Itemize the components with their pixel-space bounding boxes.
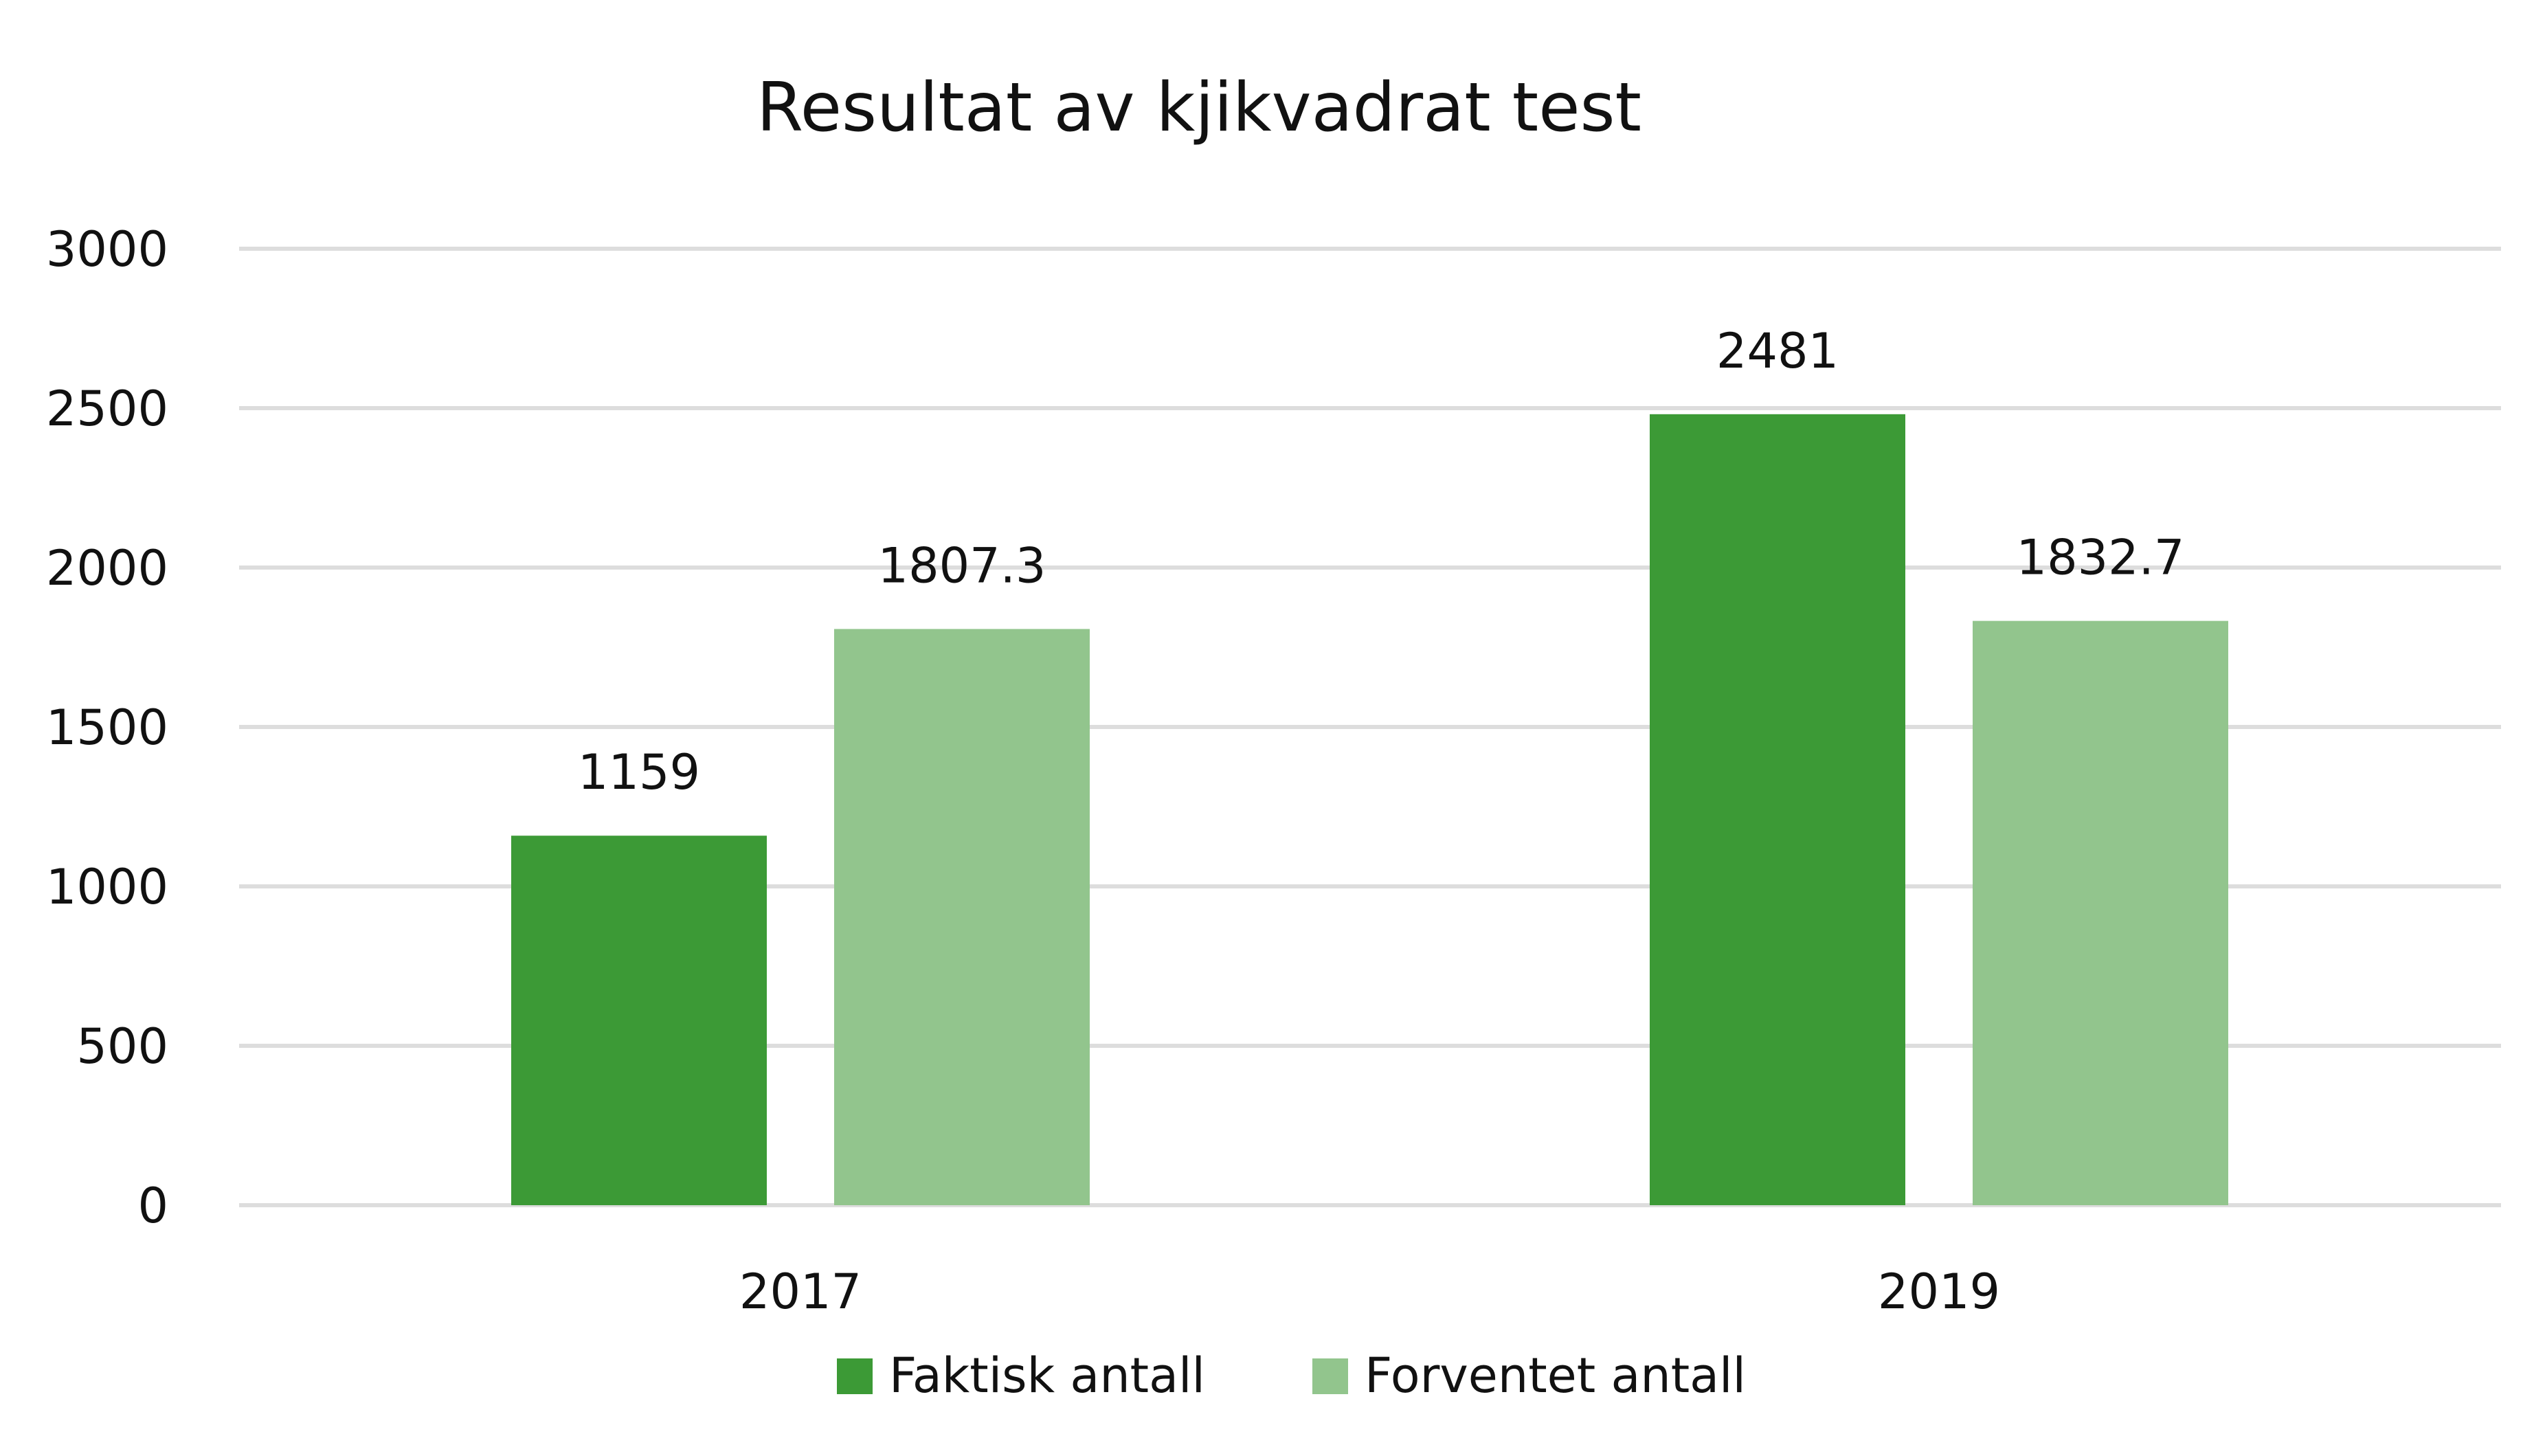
y-tick-label: 1000 — [46, 859, 168, 915]
data-labels: 1159 2481 1807.3 1832.7 — [578, 323, 2185, 800]
data-label: 1159 — [578, 744, 700, 800]
legend-swatch — [1312, 1358, 1348, 1394]
legend-label: Forventet antall — [1365, 1347, 1746, 1404]
y-tick-label: 2000 — [46, 540, 168, 596]
y-tick-label: 500 — [76, 1018, 168, 1075]
legend-swatch — [837, 1358, 873, 1394]
legend-label: Faktisk antall — [889, 1347, 1205, 1404]
chart-title: Resultat av kjikvadrat test — [756, 69, 1641, 147]
x-tick-label: 2017 — [739, 1264, 862, 1320]
data-label: 1832.7 — [2017, 530, 2185, 586]
bar-forventet-antall-2019 — [1973, 620, 2228, 1205]
y-tick-label: 1500 — [46, 699, 168, 756]
y-tick-label: 3000 — [46, 221, 168, 278]
data-label: 1807.3 — [878, 537, 1046, 594]
bar-faktisk-antall-2017 — [511, 836, 767, 1205]
bar-faktisk-antall-2019 — [1650, 414, 1905, 1206]
y-axis-tick-labels: 0 500 1000 1500 2000 2500 3000 — [46, 221, 168, 1234]
data-label: 2481 — [1716, 323, 1839, 379]
legend: Faktisk antall Forventet antall — [837, 1347, 1746, 1404]
bar-forventet-antall-2017 — [834, 629, 1090, 1205]
y-tick-label: 0 — [137, 1178, 168, 1234]
x-axis-tick-labels: 2017 2019 — [739, 1264, 2000, 1320]
y-tick-label: 2500 — [46, 381, 168, 437]
x-tick-label: 2019 — [1878, 1264, 2000, 1320]
bars — [511, 414, 2228, 1206]
